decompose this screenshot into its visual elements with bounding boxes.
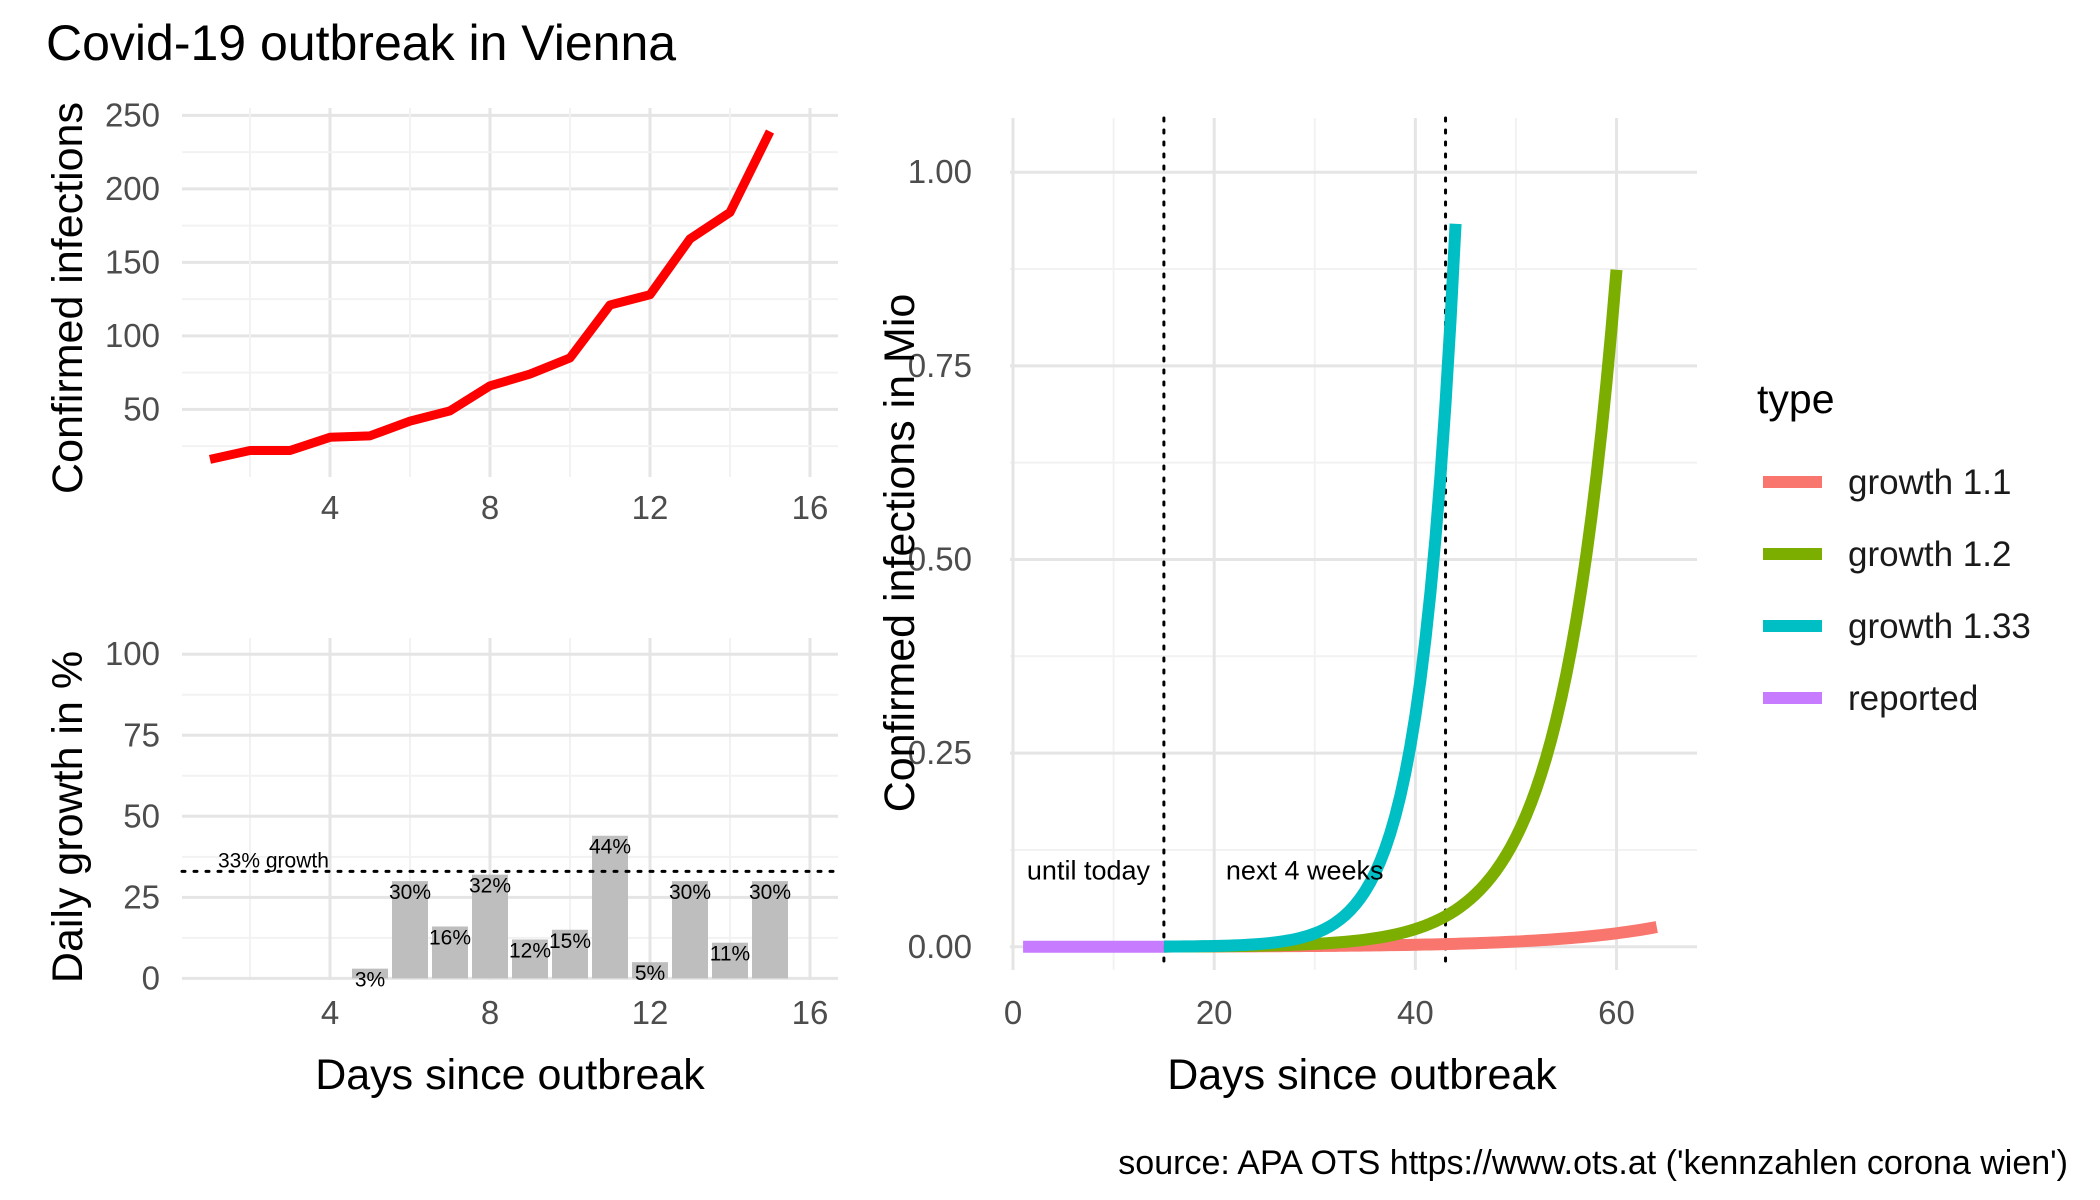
confirmed-panel: 4 8 12 16 50 100 150 200 250 Confirmed infection…	[44, 96, 838, 526]
reference-line-label: 33% growth	[218, 849, 329, 872]
y-tick-label: 1.00	[908, 153, 972, 190]
growth-bar-label: 30%	[669, 881, 711, 904]
y-tick-label: 50	[123, 390, 160, 427]
growth-ticks: 4 8 12 16 0 25 50 75 100	[105, 635, 828, 1031]
legend-label: growth 1.2	[1848, 535, 2011, 574]
y-tick-label: 100	[105, 635, 160, 672]
growth-reference: 33% growth	[180, 849, 840, 873]
y-tick-label: 0.50	[908, 540, 972, 577]
growth-bar	[472, 874, 508, 979]
y-tick-label: 150	[105, 243, 160, 280]
growth-bar	[672, 881, 708, 979]
growth-xlabel: Days since outbreak	[315, 1051, 705, 1099]
projection-series-line	[1162, 223, 1462, 953]
projection-vlines	[1162, 116, 1448, 972]
growth-bars: 3% 30% 16% 32% 12%15% 44% 5% 30% 11% 30%	[352, 835, 791, 992]
y-tick-label: 0.75	[908, 347, 972, 384]
x-tick-label: 40	[1397, 994, 1434, 1031]
y-tick-label: 25	[123, 878, 160, 915]
x-tick-label: 12	[632, 489, 669, 526]
growth-bar	[752, 881, 788, 979]
x-tick-label: 16	[792, 994, 829, 1031]
growth-bar-label: 30%	[749, 881, 791, 904]
growth-bar	[392, 881, 428, 979]
legend-label: growth 1.1	[1848, 463, 2011, 502]
legend-items: growth 1.1 growth 1.2 growth 1.33 reported	[1763, 463, 2031, 718]
x-tick-label: 8	[481, 489, 499, 526]
projection-lines	[1022, 223, 1658, 953]
growth-bar	[592, 835, 628, 979]
y-tick-label: 75	[123, 716, 160, 753]
confirmed-ylabel: Confirmed infections	[44, 102, 92, 494]
x-tick-label: 12	[632, 994, 669, 1031]
growth-bar	[632, 962, 668, 979]
projection-ticks: 0 20 40 60 0.00 0.25 0.50 0.75 1.00	[908, 153, 1635, 1031]
projection-annotation: until today	[1027, 855, 1151, 885]
growth-bar-label: 5%	[635, 962, 665, 985]
growth-bar-label: 16%	[429, 927, 471, 950]
legend-label: growth 1.33	[1848, 607, 2031, 646]
projection-grid	[1010, 118, 1697, 970]
growth-bar	[712, 942, 748, 979]
growth-bar	[512, 939, 548, 979]
x-tick-label: 0	[1004, 994, 1022, 1031]
projection-ylabel: Confirmed infections in Mio	[876, 294, 924, 813]
legend-label: reported	[1848, 679, 1978, 718]
growth-bar	[352, 968, 388, 979]
growth-ylabel: Daily growth in %	[44, 651, 92, 983]
y-tick-label: 50	[123, 797, 160, 834]
growth-bar-label: 32%	[469, 875, 511, 898]
x-tick-label: 16	[792, 489, 829, 526]
confirmed-grid	[182, 108, 838, 477]
growth-bar-label: 44%	[589, 836, 631, 859]
y-tick-label: 0	[142, 959, 160, 996]
projection-panel: until today next 4 weeks 0 20 40 600.000.250…	[876, 116, 1697, 1099]
legend: type growth 1.1 growth 1.2 growth 1.33 repo…	[1757, 376, 2031, 718]
y-tick-label: 0.25	[908, 734, 972, 771]
confirmed-series-line	[209, 129, 775, 464]
projection-annotation: next 4 weeks	[1226, 855, 1384, 885]
growth-bar-label: 15%	[549, 930, 591, 953]
confirmed-ticks: 4 8 12 16 50 100 150 200 250	[105, 96, 828, 526]
y-tick-label: 0.00	[908, 928, 972, 965]
projection-xlabel: Days since outbreak	[1167, 1051, 1557, 1099]
growth-bar-label: 30%	[389, 881, 431, 904]
source-caption: source: APA OTS https://www.ots.at ('ken…	[1118, 1144, 2068, 1182]
x-tick-label: 8	[481, 994, 499, 1031]
growth-bar-label: 12%	[509, 939, 551, 962]
growth-bar	[432, 926, 468, 979]
growth-grid	[182, 638, 838, 980]
y-tick-label: 100	[105, 317, 160, 354]
x-tick-label: 20	[1196, 994, 1233, 1031]
growth-bar-label: 11%	[710, 943, 750, 966]
confirmed-line	[209, 129, 775, 464]
legend-title: type	[1757, 376, 1835, 422]
y-tick-label: 200	[105, 170, 160, 207]
projection-annotations: until today next 4 weeks	[1027, 855, 1384, 885]
growth-bar	[552, 929, 588, 979]
y-tick-label: 250	[105, 96, 160, 133]
x-tick-label: 4	[321, 489, 339, 526]
x-tick-label: 60	[1598, 994, 1635, 1031]
x-tick-label: 4	[321, 994, 339, 1031]
figure-title: Covid-19 outbreak in Vienna	[46, 15, 676, 71]
growth-bar-label: 3%	[355, 969, 385, 992]
growth-panel: 3% 30% 16% 32% 12%15% 44% 5% 30% 11% 30% 33% grow…	[44, 635, 840, 1099]
